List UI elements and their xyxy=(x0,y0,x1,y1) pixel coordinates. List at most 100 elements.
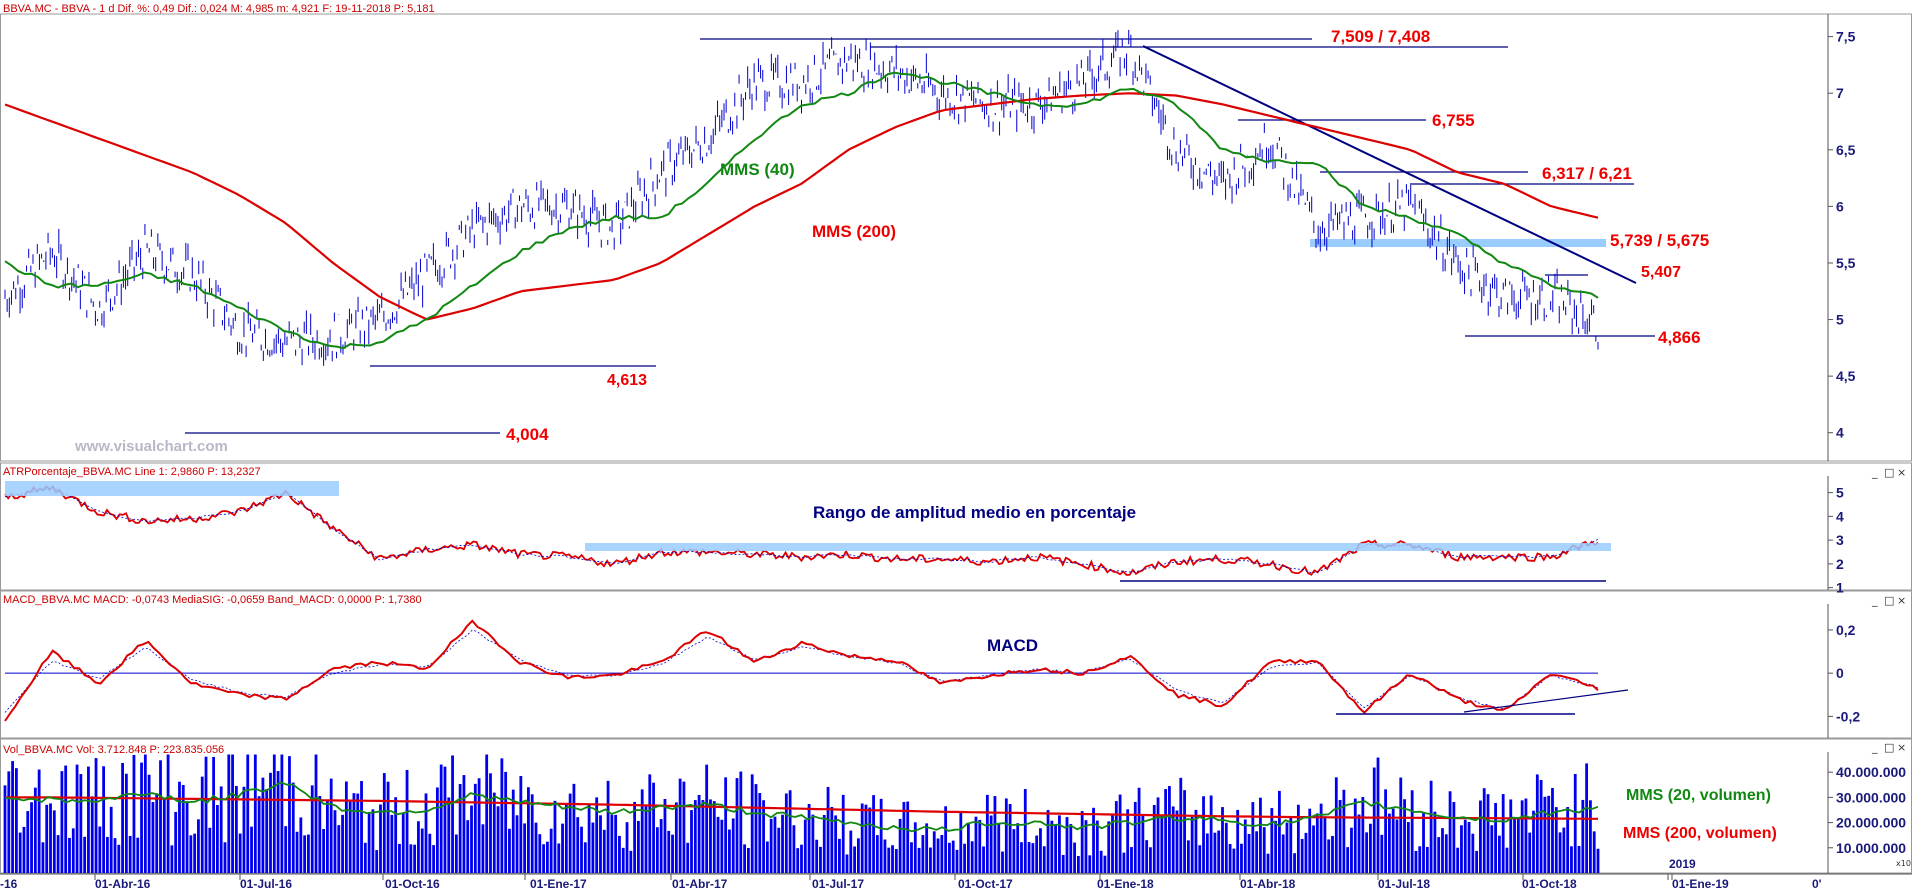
volume-bar xyxy=(1369,823,1372,873)
macd-panel-header: MACD_BBVA.MC MACD: -0,0743 MediaSIG: -0,… xyxy=(3,594,422,606)
volume-bar xyxy=(1566,807,1570,873)
volume-bar xyxy=(1410,790,1414,873)
volume-bar xyxy=(128,835,132,873)
volume-bar xyxy=(1073,842,1076,873)
restore-icon[interactable]: □ xyxy=(1884,594,1894,607)
volume-bar xyxy=(413,844,417,873)
volume-bar xyxy=(728,829,731,873)
volume-bar xyxy=(955,849,959,873)
volume-bar xyxy=(367,812,371,873)
volume-bar xyxy=(1205,833,1209,873)
volume-bar xyxy=(940,834,944,873)
volume-bar xyxy=(1251,802,1255,873)
volume-bar xyxy=(1479,800,1482,873)
level-label: 4,004 xyxy=(506,425,549,444)
close-icon[interactable]: × xyxy=(1897,466,1906,479)
volume-bar xyxy=(291,782,295,873)
y-tick-label: 5 xyxy=(1836,485,1844,501)
volume-bar xyxy=(1289,816,1293,873)
volume-bar xyxy=(989,815,993,873)
volume-bar xyxy=(690,810,693,873)
level-label: 6,317 / 6,21 xyxy=(1542,164,1632,183)
volume-bar xyxy=(1008,803,1012,873)
volume-bar xyxy=(735,778,739,873)
panel-window-controls[interactable]: _ □ × _ □ × _ □ × xyxy=(1871,466,1906,754)
volume-bar xyxy=(788,790,792,873)
y-tick-label: 40.000.000 xyxy=(1836,764,1906,780)
volume-bar xyxy=(1183,790,1186,873)
volume-bar xyxy=(1334,777,1338,873)
price-marks xyxy=(4,29,1599,366)
volume-bar xyxy=(1395,819,1399,873)
volume-bar xyxy=(1577,845,1581,873)
volume-bar xyxy=(709,799,712,873)
close-icon[interactable]: × xyxy=(1897,594,1906,607)
volume-bar xyxy=(1076,856,1080,873)
volume-bar xyxy=(894,849,898,873)
volume-bar xyxy=(1539,779,1543,873)
volume-bar xyxy=(1384,789,1387,873)
volume-bar xyxy=(1084,820,1088,873)
volume-bar xyxy=(678,778,682,873)
volume-bar xyxy=(1213,832,1217,873)
volume-panel-header: Vol_BBVA.MC Vol: 3.712.848 P: 223.835.05… xyxy=(3,744,224,756)
volume-bar xyxy=(606,780,610,873)
volume-bar xyxy=(299,817,303,873)
volume-bar xyxy=(1058,815,1061,873)
volume-bar xyxy=(1350,827,1353,873)
volume-bar xyxy=(515,815,519,873)
volume-bar xyxy=(966,823,970,873)
volume-bar xyxy=(583,842,587,873)
volume-bar xyxy=(758,793,762,873)
volume-bar xyxy=(564,804,568,873)
volume-bar xyxy=(49,803,52,873)
volume-bar xyxy=(246,754,250,873)
restore-icon[interactable]: □ xyxy=(1884,466,1894,479)
volume-bar xyxy=(652,782,655,873)
volume-bar xyxy=(443,766,447,873)
date-tick-label: 01-Jul-18 xyxy=(1378,877,1430,891)
volume-bar xyxy=(834,815,838,873)
level-label: 5,739 / 5,675 xyxy=(1610,231,1709,250)
minimize-icon[interactable]: _ xyxy=(1871,466,1878,479)
volume-bar xyxy=(265,789,269,873)
volume-bar xyxy=(769,818,773,873)
y-tick-label: 1 xyxy=(1836,580,1844,596)
volume-bar xyxy=(1513,819,1516,873)
volume-bar xyxy=(1092,807,1095,873)
volume-bar xyxy=(1065,817,1069,873)
volume-bar xyxy=(1023,789,1027,873)
volume-bar xyxy=(1589,800,1592,873)
volume-bar xyxy=(26,811,30,873)
volume-bar xyxy=(1562,827,1566,873)
volume-bar xyxy=(542,844,545,873)
minimize-icon[interactable]: _ xyxy=(1871,594,1878,607)
volume-bar xyxy=(1596,848,1600,873)
minimize-icon[interactable]: _ xyxy=(1871,741,1878,754)
close-icon[interactable]: × xyxy=(1897,741,1906,754)
volume-bar xyxy=(1088,855,1092,873)
volume-bar xyxy=(557,843,561,873)
panel-frames xyxy=(0,13,1912,875)
volume-bar xyxy=(545,841,549,873)
volume-bar xyxy=(637,820,640,873)
volume-bar xyxy=(204,756,208,873)
restore-icon[interactable]: □ xyxy=(1884,741,1894,754)
y-tick-label: 5 xyxy=(1836,312,1844,328)
volume-bar xyxy=(1095,820,1099,873)
volume-bar xyxy=(231,754,234,873)
y-tick-label: 4 xyxy=(1836,425,1844,441)
volume-bar xyxy=(314,754,318,873)
volume-bar xyxy=(1107,821,1111,873)
volume-bar xyxy=(147,774,151,873)
volume-bar xyxy=(117,844,121,873)
volume-bar xyxy=(1418,846,1422,873)
volume-bar xyxy=(959,811,963,873)
volume-bar xyxy=(280,754,284,873)
volume-bar xyxy=(538,834,542,873)
volume-bar xyxy=(1342,789,1346,873)
volume-bar xyxy=(1133,801,1137,873)
volume-bar xyxy=(527,787,530,873)
volume-bar xyxy=(951,840,955,873)
